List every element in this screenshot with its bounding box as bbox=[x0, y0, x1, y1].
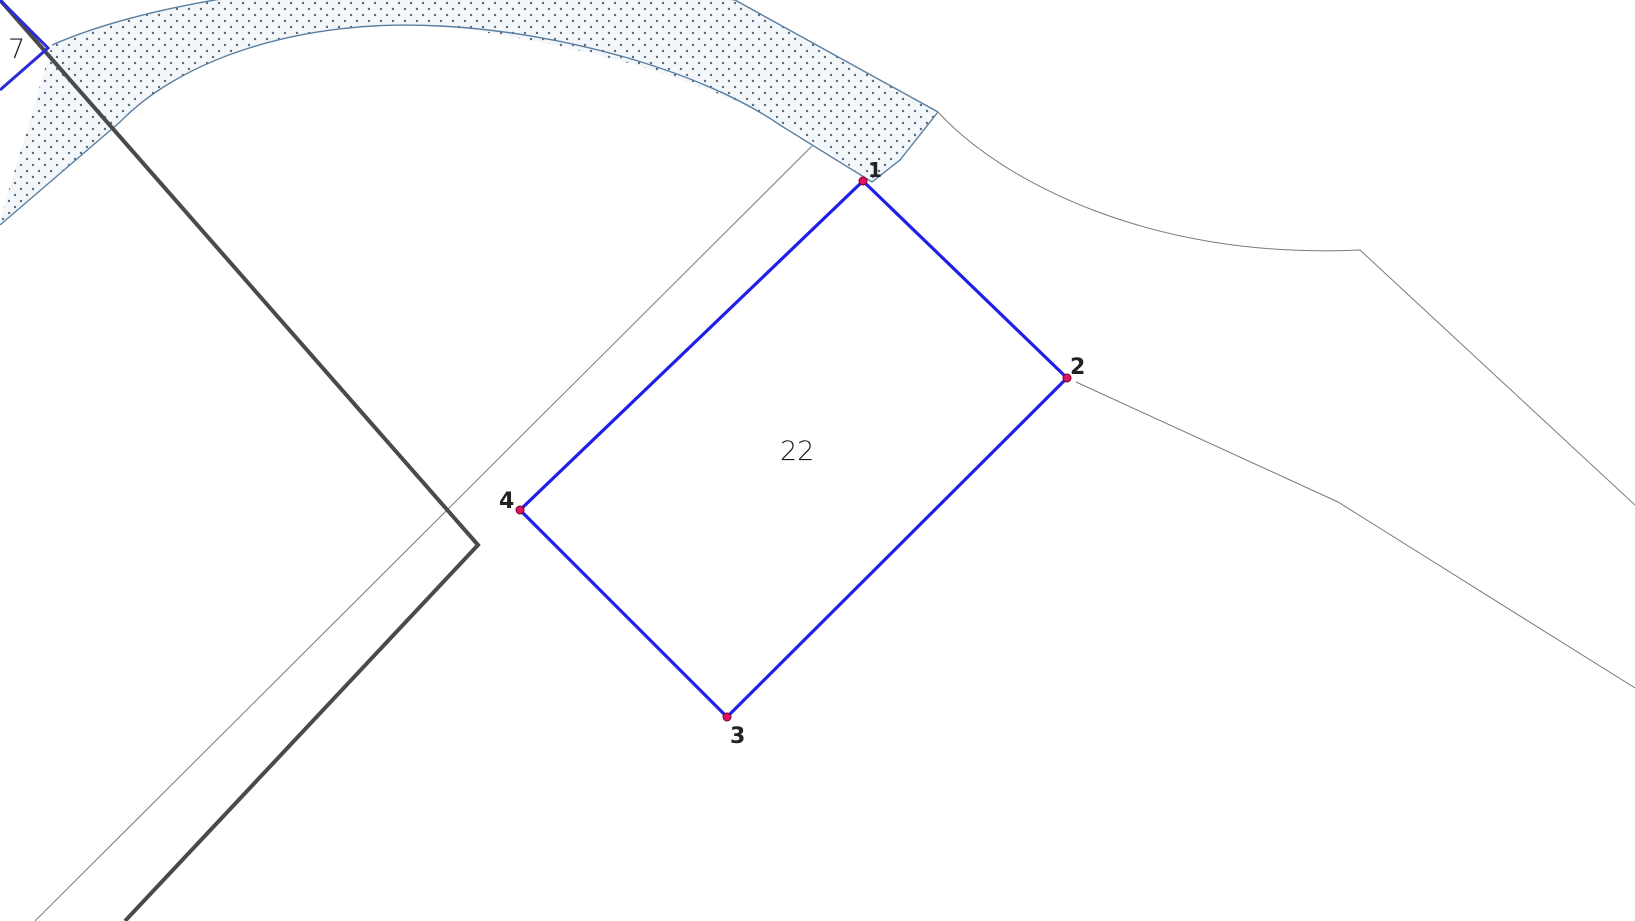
road-edge-outer bbox=[51, 0, 939, 113]
block-boundary bbox=[0, 0, 481, 921]
road-edge-inner bbox=[0, 24, 939, 226]
thin-line-lower-right bbox=[1075, 381, 1635, 689]
thin-line-upper-right bbox=[937, 111, 1635, 506]
neighbor-parcel-label: 7 bbox=[8, 34, 25, 65]
selected-parcel-label: 22 bbox=[780, 436, 814, 467]
road-area bbox=[0, 0, 938, 225]
vertex-2-marker[interactable] bbox=[1062, 373, 1072, 383]
thin-line-diagonal bbox=[34, 145, 813, 921]
vertex-2-label: 2 bbox=[1070, 355, 1085, 380]
neighbor-parcel-boundary[interactable] bbox=[0, 0, 51, 92]
vertex-1-label: 1 bbox=[868, 158, 882, 182]
vertex-3-label: 3 bbox=[730, 724, 745, 749]
vertex-1-marker[interactable] bbox=[858, 176, 868, 186]
vertex-4-marker[interactable] bbox=[515, 505, 525, 515]
vertex-3-marker[interactable] bbox=[722, 712, 732, 722]
vertex-4-label: 4 bbox=[499, 489, 514, 514]
